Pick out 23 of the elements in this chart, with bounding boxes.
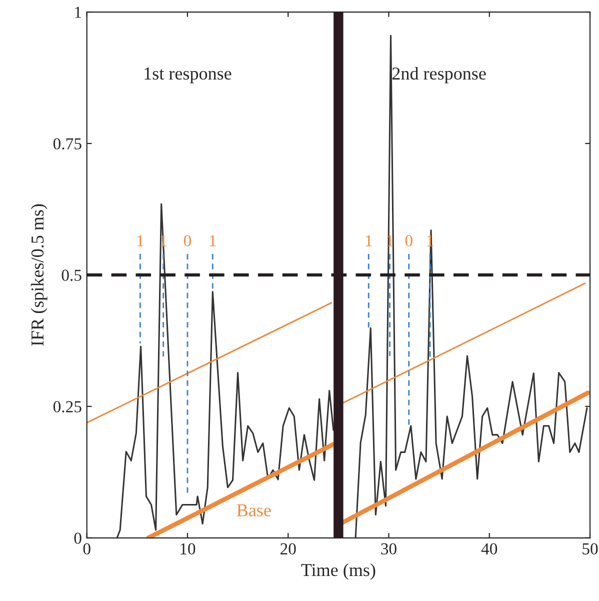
annotation: 2nd response (392, 66, 486, 84)
y-tick-label: 0.5 (62, 270, 82, 281)
x-tick-label: 0 (83, 543, 90, 554)
annotation: 1 (137, 235, 144, 246)
annotation: 0 (184, 235, 192, 246)
x-axis-title: Time (ms) (301, 563, 376, 580)
x-tick-label: 20 (280, 543, 296, 554)
annotation: 1 (366, 235, 372, 246)
line-series (354, 34, 588, 538)
y-tick-label: 1 (75, 6, 81, 18)
y-tick-label: 0.75 (53, 138, 82, 150)
annotation: 1 (210, 235, 216, 246)
annotation: 1st response (144, 68, 232, 84)
y-axis-title: IFR (spikes/0.5 ms) (30, 204, 48, 346)
x-tick-label: 40 (481, 543, 498, 554)
x-tick-label: 30 (381, 543, 396, 554)
y-tick-label: 0.25 (53, 401, 82, 412)
annotation: 0 (405, 235, 412, 246)
x-tick-label: 10 (180, 543, 196, 554)
y-tick-label: 0 (74, 532, 82, 544)
line-series (116, 203, 334, 538)
annotation: Base (236, 504, 271, 516)
x-tick-label: 50 (582, 543, 598, 554)
